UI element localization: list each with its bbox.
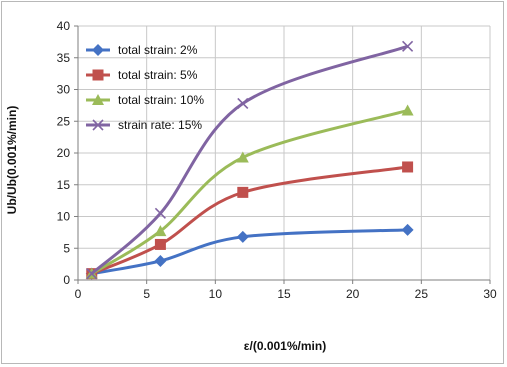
series-1 bbox=[85, 223, 414, 280]
x-tick-label: 20 bbox=[346, 287, 360, 301]
legend-item-4: strain rate: 15% bbox=[86, 118, 202, 132]
x-tick-label: 15 bbox=[277, 287, 291, 301]
legend-swatch-marker bbox=[92, 44, 104, 56]
data-point-stroke bbox=[237, 97, 249, 110]
series-line bbox=[91, 228, 408, 276]
y-tick-label: 15 bbox=[57, 178, 71, 192]
legend-item-1: total strain: 2% bbox=[86, 43, 198, 57]
data-point bbox=[154, 238, 166, 250]
series-4 bbox=[86, 40, 414, 280]
legend-item-2: total strain: 5% bbox=[86, 68, 198, 82]
legend-label: total strain: 10% bbox=[118, 93, 204, 107]
y-tick-label: 30 bbox=[57, 83, 71, 97]
series-2 bbox=[86, 161, 414, 280]
series-line bbox=[90, 109, 409, 275]
data-point bbox=[154, 207, 166, 219]
x-tick-label: 10 bbox=[209, 287, 223, 301]
y-tick-label: 10 bbox=[57, 210, 71, 224]
data-point bbox=[154, 225, 167, 237]
data-point bbox=[402, 40, 414, 52]
series-group bbox=[85, 40, 414, 280]
x-axis-label: ε/(0.001%/min) bbox=[244, 339, 326, 353]
data-point bbox=[401, 104, 414, 116]
data-point-stroke bbox=[402, 40, 414, 52]
legend: total strain: 2% total strain: 5% total st… bbox=[86, 43, 204, 132]
legend-swatch-marker bbox=[92, 119, 104, 131]
data-point bbox=[236, 230, 249, 243]
y-tick-label: 40 bbox=[57, 19, 71, 33]
data-point bbox=[86, 268, 98, 280]
data-point bbox=[401, 223, 414, 236]
y-tick-label: 20 bbox=[57, 146, 71, 160]
y-tick-label: 25 bbox=[57, 114, 71, 128]
tick-labels: 0 5 10 15 20 25 30 0 5 10 15 20 25 30 35 40 bbox=[57, 19, 497, 301]
y-tick-label: 35 bbox=[57, 51, 71, 65]
x-tick-label: 5 bbox=[143, 287, 150, 301]
x-tick-label: 25 bbox=[415, 287, 429, 301]
data-point-stroke bbox=[154, 207, 166, 219]
data-point bbox=[237, 97, 249, 110]
legend-swatch-marker bbox=[92, 69, 104, 81]
series-line bbox=[90, 44, 409, 275]
legend-swatch-marker-stroke bbox=[92, 119, 104, 131]
y-tick-label: 5 bbox=[63, 241, 70, 255]
axes bbox=[74, 25, 491, 284]
y-tick-label: 0 bbox=[63, 273, 70, 287]
data-point bbox=[237, 186, 249, 198]
data-point bbox=[402, 161, 414, 173]
legend-item-3: total strain: 10% bbox=[86, 93, 204, 107]
legend-label: total strain: 2% bbox=[118, 43, 198, 57]
series-line bbox=[91, 165, 408, 276]
legend-label: strain rate: 15% bbox=[118, 118, 202, 132]
grid-lines bbox=[78, 25, 491, 280]
x-tick-label: 30 bbox=[483, 287, 497, 301]
data-point bbox=[236, 151, 249, 163]
legend-swatch-marker bbox=[92, 94, 104, 105]
data-point bbox=[154, 254, 167, 267]
data-point-stroke bbox=[86, 268, 98, 280]
x-tick-label: 0 bbox=[75, 287, 82, 301]
legend-label: total strain: 5% bbox=[118, 68, 198, 82]
y-axis-label: Ub/Ub(0.001%/min) bbox=[5, 106, 19, 215]
